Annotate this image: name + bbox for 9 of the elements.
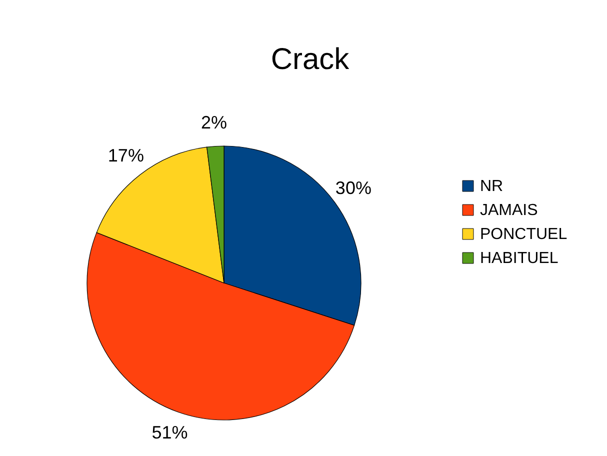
data-label: 30% [335, 178, 372, 198]
chart-title: Crack [270, 43, 350, 76]
legend-label: HABITUEL [480, 250, 558, 267]
legend-label: JAMAIS [480, 202, 538, 219]
legend-label: NR [480, 178, 504, 195]
data-label: 51% [152, 422, 188, 443]
data-label: 17% [108, 146, 144, 166]
data-label: 2% [200, 112, 227, 132]
legend-label: PONCTUEL [480, 226, 568, 243]
